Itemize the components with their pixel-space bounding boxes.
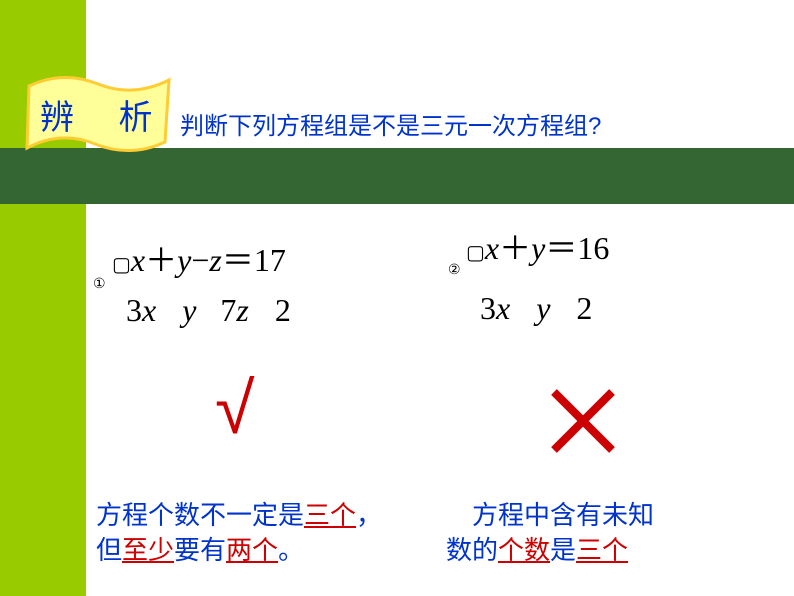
hint1-text: 方程个数不一定是三个， 但至少要有两个。 (96, 498, 436, 568)
check-mark-icon: √ (215, 368, 255, 450)
system2-eq2: 3xy2 (480, 290, 592, 327)
system2-number: ② (448, 262, 461, 279)
system1-number: ① (93, 276, 106, 293)
question-text: 判断下列方程组是不是三元一次方程组? (180, 106, 601, 141)
hint2-text: 方程中含有未知 数的个数是三个 (446, 498, 746, 568)
system1-eq1: ▢x＋y−z＝17 (112, 235, 286, 281)
system2-eq1: ▢x＋y＝16 (466, 223, 609, 269)
banner-title: 辨 析 (40, 90, 171, 139)
cross-mark-icon (548, 386, 618, 456)
system1-eq2: 3xy7z2 (126, 292, 291, 329)
